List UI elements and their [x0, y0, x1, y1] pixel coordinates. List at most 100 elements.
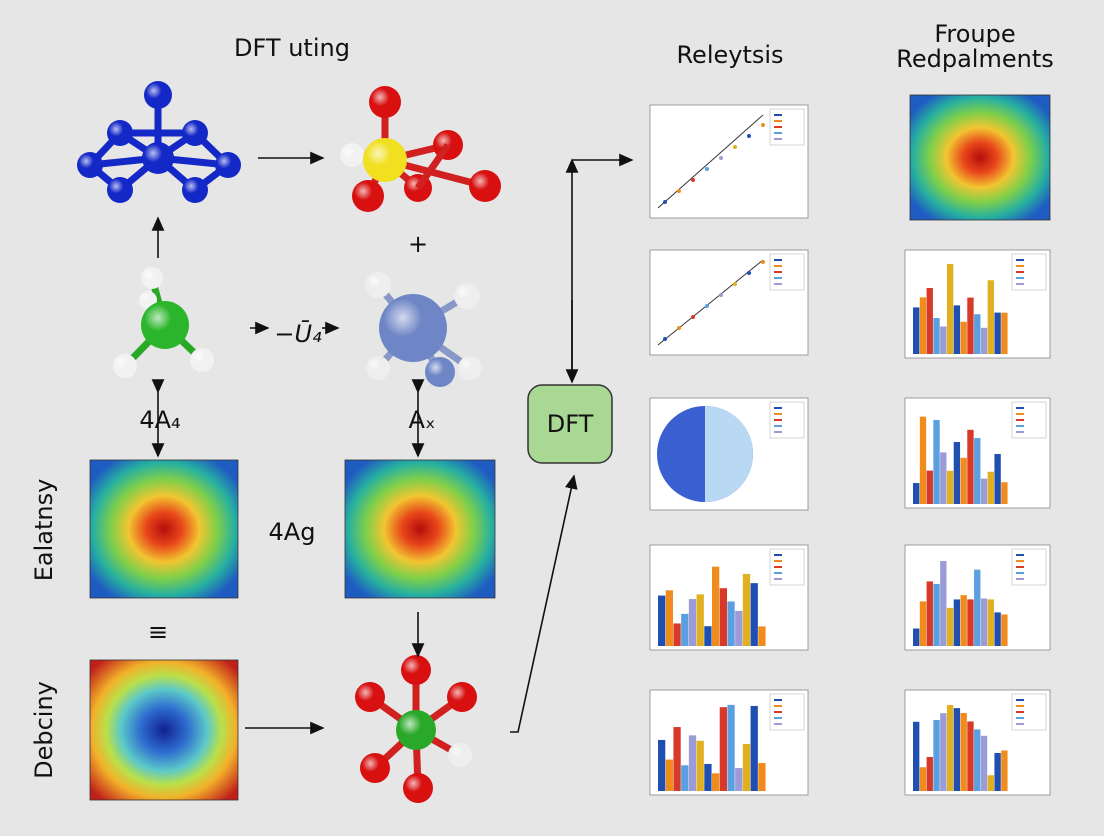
- mini-bar: [704, 626, 712, 646]
- right-title-line: Froupe: [934, 20, 1015, 48]
- decoration: [77, 81, 1051, 803]
- heatmap-frame: [909, 94, 1051, 221]
- mini-bar: [974, 569, 981, 646]
- atom-shine: [355, 682, 385, 712]
- atom-shine: [144, 81, 172, 109]
- mini-bar: [673, 623, 681, 646]
- mini-point: [761, 260, 765, 264]
- mini-point: [663, 200, 667, 204]
- mini-bar: [750, 705, 758, 791]
- mini-point: [733, 282, 737, 286]
- mini-bar: [994, 312, 1001, 354]
- mini-bar: [994, 752, 1001, 791]
- atom-shine: [139, 291, 157, 309]
- heatmap: [910, 95, 1050, 220]
- mini-bar: [704, 763, 712, 791]
- mini-point: [747, 134, 751, 138]
- mini-bar: [665, 590, 673, 646]
- mini-bar: [926, 288, 933, 354]
- mini-point: [691, 315, 695, 319]
- atom-shine: [448, 743, 472, 767]
- mini-point: [705, 304, 709, 308]
- mini-bar: [940, 452, 947, 504]
- mini-bar: [980, 478, 988, 504]
- mini-bar: [926, 581, 933, 646]
- atom-shine: [379, 294, 447, 362]
- atom-shine: [141, 301, 189, 349]
- right-title-line: Redpalments: [896, 45, 1053, 73]
- mini-bar: [742, 573, 751, 646]
- mini-bar: [967, 599, 974, 646]
- heatmap: [90, 660, 238, 800]
- mini-bar: [758, 626, 766, 646]
- mini-bar: [953, 442, 961, 504]
- heatmap-frame: [89, 459, 239, 599]
- bond: [415, 142, 451, 191]
- mini-bar: [960, 457, 967, 504]
- mini-bar: [673, 727, 681, 791]
- middle-title: Releytsis: [676, 41, 783, 69]
- plus-sign: +: [408, 230, 428, 258]
- mini-point: [733, 145, 737, 149]
- mini-bar: [919, 416, 927, 504]
- mini-bar: [913, 483, 920, 504]
- atom-shine: [363, 138, 407, 182]
- mini-bar: [946, 470, 954, 504]
- mini-bar: [913, 721, 920, 791]
- heatmap-frame: [344, 459, 496, 599]
- mini-bar: [658, 595, 666, 646]
- mini-bar: [946, 705, 954, 791]
- mini-bar: [994, 453, 1001, 504]
- mini-bar: [658, 739, 666, 791]
- atom-shine: [107, 177, 133, 203]
- atom-shine: [352, 180, 384, 212]
- mini-bar: [913, 307, 920, 354]
- side-label: Ealatnsy: [30, 479, 58, 582]
- atom-shine: [469, 170, 501, 202]
- mini-bar: [987, 775, 994, 791]
- dft-node-label: DFT: [547, 410, 594, 438]
- mini-bar: [980, 735, 988, 791]
- atom-shine: [365, 272, 391, 298]
- mini-bar: [688, 599, 697, 646]
- atom-shine: [454, 283, 480, 309]
- heatmap: [345, 460, 495, 598]
- atom-shine: [190, 348, 214, 372]
- atom-shine: [77, 152, 103, 178]
- mini-point: [677, 326, 681, 330]
- reaction-label: −Ū₄: [274, 319, 322, 348]
- atom-shine: [215, 152, 241, 178]
- mini-bar: [926, 470, 933, 504]
- mini-bar: [980, 327, 988, 354]
- mini-bar: [688, 735, 697, 791]
- atom-shine: [447, 682, 477, 712]
- mini-bar: [946, 607, 954, 646]
- atom-shine: [141, 267, 163, 289]
- mini-bar: [735, 768, 743, 791]
- atom-shine: [403, 773, 433, 803]
- mini-line: [657, 259, 764, 346]
- middle-label: 4Ag: [269, 518, 316, 546]
- mini-bar: [727, 704, 735, 791]
- left-title: DFT uting: [234, 34, 350, 62]
- mini-bar: [946, 263, 954, 354]
- mini-bar: [940, 560, 947, 646]
- mini-bar: [953, 708, 961, 791]
- mini-bar: [1001, 482, 1008, 504]
- heatmap-frame: [89, 659, 239, 801]
- mini-bar: [1001, 750, 1008, 791]
- mini-bar: [967, 721, 974, 791]
- mini-bar: [933, 720, 940, 791]
- mini-bar: [696, 594, 704, 646]
- mini-bar: [953, 599, 961, 646]
- mini-point: [691, 178, 695, 182]
- mini-point: [761, 123, 765, 127]
- atom-shine: [113, 354, 137, 378]
- mini-bar: [987, 280, 994, 354]
- mini-bar: [974, 729, 981, 791]
- atom-shine: [396, 710, 436, 750]
- mini-bar: [933, 318, 940, 354]
- atom-shine: [425, 357, 455, 387]
- atom-shine: [369, 86, 401, 118]
- mini-bar: [987, 471, 994, 504]
